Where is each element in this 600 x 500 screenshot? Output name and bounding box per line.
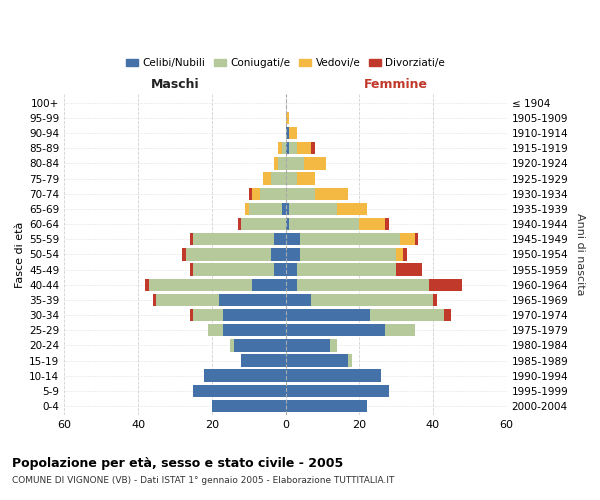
Bar bbox=[286, 384, 389, 397]
Bar bbox=[278, 157, 286, 170]
Bar bbox=[205, 370, 286, 382]
Bar bbox=[286, 142, 289, 154]
Bar bbox=[193, 264, 274, 276]
Bar bbox=[230, 339, 234, 351]
Bar bbox=[212, 400, 286, 412]
Bar bbox=[396, 264, 422, 276]
Bar bbox=[444, 309, 451, 322]
Bar bbox=[400, 233, 415, 245]
Bar bbox=[282, 142, 286, 154]
Bar bbox=[296, 172, 315, 185]
Bar bbox=[286, 157, 304, 170]
Bar bbox=[186, 248, 271, 260]
Bar bbox=[193, 233, 274, 245]
Bar bbox=[289, 142, 296, 154]
Bar bbox=[286, 202, 289, 215]
Bar bbox=[286, 339, 330, 351]
Bar bbox=[219, 294, 286, 306]
Bar bbox=[289, 127, 296, 140]
Bar bbox=[193, 384, 286, 397]
Bar bbox=[286, 400, 367, 412]
Bar bbox=[182, 248, 186, 260]
Bar bbox=[271, 248, 286, 260]
Bar bbox=[286, 127, 289, 140]
Bar bbox=[253, 188, 260, 200]
Bar bbox=[286, 309, 370, 322]
Bar bbox=[415, 233, 418, 245]
Bar bbox=[238, 218, 241, 230]
Bar bbox=[433, 294, 437, 306]
Bar bbox=[304, 157, 326, 170]
Bar bbox=[248, 202, 282, 215]
Bar bbox=[337, 202, 367, 215]
Bar bbox=[311, 294, 433, 306]
Bar bbox=[330, 339, 337, 351]
Bar bbox=[286, 278, 296, 291]
Bar bbox=[223, 324, 286, 336]
Bar bbox=[315, 188, 348, 200]
Bar bbox=[429, 278, 463, 291]
Bar bbox=[300, 233, 400, 245]
Bar bbox=[348, 354, 352, 367]
Bar bbox=[193, 309, 223, 322]
Bar bbox=[271, 172, 286, 185]
Bar bbox=[245, 202, 248, 215]
Text: Popolazione per età, sesso e stato civile - 2005: Popolazione per età, sesso e stato civil… bbox=[12, 458, 343, 470]
Bar bbox=[153, 294, 157, 306]
Bar bbox=[385, 324, 415, 336]
Y-axis label: Anni di nascita: Anni di nascita bbox=[575, 213, 585, 296]
Bar bbox=[286, 324, 385, 336]
Bar bbox=[274, 157, 278, 170]
Bar bbox=[286, 294, 311, 306]
Bar bbox=[403, 248, 407, 260]
Bar bbox=[286, 233, 300, 245]
Bar bbox=[278, 142, 282, 154]
Text: Femmine: Femmine bbox=[364, 78, 428, 92]
Bar bbox=[234, 339, 286, 351]
Text: COMUNE DI VIGNONE (VB) - Dati ISTAT 1° gennaio 2005 - Elaborazione TUTTITALIA.IT: COMUNE DI VIGNONE (VB) - Dati ISTAT 1° g… bbox=[12, 476, 394, 485]
Bar bbox=[282, 202, 286, 215]
Bar bbox=[274, 233, 286, 245]
Bar bbox=[286, 354, 348, 367]
Bar bbox=[223, 309, 286, 322]
Bar bbox=[190, 309, 193, 322]
Legend: Celibi/Nubili, Coniugati/e, Vedovi/e, Divorziati/e: Celibi/Nubili, Coniugati/e, Vedovi/e, Di… bbox=[122, 54, 449, 72]
Bar bbox=[370, 309, 444, 322]
Bar bbox=[289, 202, 337, 215]
Bar bbox=[149, 278, 253, 291]
Bar bbox=[263, 172, 271, 185]
Bar bbox=[286, 218, 289, 230]
Bar bbox=[190, 264, 193, 276]
Bar bbox=[286, 370, 382, 382]
Bar bbox=[359, 218, 385, 230]
Bar bbox=[286, 112, 289, 124]
Text: Maschi: Maschi bbox=[151, 78, 199, 92]
Bar bbox=[300, 248, 396, 260]
Bar bbox=[296, 264, 396, 276]
Bar bbox=[286, 188, 315, 200]
Bar bbox=[286, 264, 296, 276]
Bar bbox=[241, 354, 286, 367]
Bar bbox=[260, 188, 286, 200]
Bar bbox=[241, 218, 286, 230]
Bar bbox=[253, 278, 286, 291]
Bar bbox=[311, 142, 315, 154]
Bar bbox=[289, 218, 359, 230]
Bar bbox=[296, 278, 429, 291]
Bar bbox=[248, 188, 253, 200]
Bar bbox=[145, 278, 149, 291]
Bar bbox=[190, 233, 193, 245]
Bar bbox=[157, 294, 219, 306]
Bar bbox=[296, 142, 311, 154]
Bar bbox=[385, 218, 389, 230]
Bar bbox=[286, 172, 296, 185]
Bar bbox=[274, 264, 286, 276]
Y-axis label: Fasce di età: Fasce di età bbox=[15, 221, 25, 288]
Bar bbox=[286, 248, 300, 260]
Bar bbox=[208, 324, 223, 336]
Bar bbox=[396, 248, 403, 260]
